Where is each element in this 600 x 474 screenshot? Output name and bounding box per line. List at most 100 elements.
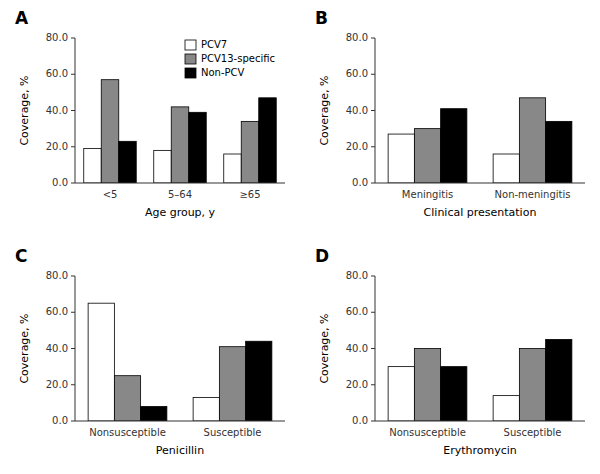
y-tick bbox=[371, 312, 375, 313]
legend-swatch bbox=[185, 54, 196, 64]
bars bbox=[84, 80, 277, 183]
y-axis-label: Coverage, % bbox=[318, 313, 331, 383]
legend-label: PCV7 bbox=[201, 39, 227, 50]
legend: PCV7 PCV13-specific Non-PCV bbox=[185, 39, 275, 78]
y-axis-label: Coverage, % bbox=[18, 313, 31, 383]
y-axis bbox=[75, 276, 76, 421]
y-tick-label: 20.0 bbox=[346, 141, 368, 152]
y-axis bbox=[75, 38, 76, 183]
y-tick-label: 40.0 bbox=[46, 343, 68, 354]
y-tick-label: 0.0 bbox=[52, 415, 68, 426]
y-tick-label: 20.0 bbox=[346, 379, 368, 390]
bars bbox=[88, 303, 272, 421]
bar bbox=[493, 154, 519, 183]
y-tick-label: 40.0 bbox=[346, 105, 368, 116]
y-tick-label: 0.0 bbox=[352, 177, 368, 188]
x-tick-label: <5 bbox=[103, 189, 118, 200]
y-tick bbox=[371, 276, 375, 277]
bar bbox=[519, 98, 545, 183]
bar bbox=[519, 349, 545, 422]
bar bbox=[189, 112, 207, 183]
y-tick bbox=[371, 110, 375, 111]
y-tick bbox=[371, 421, 375, 422]
bar bbox=[154, 150, 172, 183]
legend-swatch bbox=[185, 68, 196, 78]
y-tick bbox=[371, 183, 375, 184]
y-tick bbox=[371, 348, 375, 349]
bars bbox=[388, 98, 572, 183]
y-tick bbox=[371, 74, 375, 75]
x-axis-label: Penicillin bbox=[156, 444, 204, 457]
bar bbox=[171, 107, 189, 183]
bar bbox=[441, 367, 467, 421]
x-tick-label: Meningitis bbox=[402, 189, 453, 200]
y-tick-label: 0.0 bbox=[352, 415, 368, 426]
x-axis-label: Clinical presentation bbox=[424, 206, 537, 219]
y-axis bbox=[375, 276, 376, 421]
y-axis-label: Coverage, % bbox=[318, 75, 331, 145]
y-tick bbox=[71, 421, 75, 422]
y-tick bbox=[71, 276, 75, 277]
x-tick-label: Susceptible bbox=[204, 427, 262, 438]
y-tick-label: 40.0 bbox=[46, 105, 68, 116]
y-tick-label: 0.0 bbox=[52, 177, 68, 188]
bar bbox=[441, 109, 467, 183]
bar bbox=[414, 129, 440, 183]
bar bbox=[241, 121, 259, 183]
legend-label: PCV13-specific bbox=[201, 53, 275, 64]
bar bbox=[219, 347, 245, 421]
x-axis bbox=[75, 421, 285, 422]
x-axis bbox=[375, 183, 585, 184]
y-tick bbox=[71, 348, 75, 349]
y-tick-label: 80.0 bbox=[46, 270, 68, 281]
bar bbox=[493, 396, 519, 421]
y-tick bbox=[71, 74, 75, 75]
y-tick bbox=[371, 146, 375, 147]
legend-label: Non-PCV bbox=[201, 67, 245, 78]
bar bbox=[101, 80, 119, 183]
bar bbox=[119, 141, 137, 183]
bar bbox=[88, 303, 114, 421]
x-tick-label: Nonsusceptible bbox=[89, 427, 166, 438]
panel-title: C bbox=[15, 246, 27, 266]
x-axis-label: Erythromycin bbox=[443, 444, 517, 457]
bars bbox=[388, 339, 572, 421]
y-tick-label: 60.0 bbox=[46, 306, 68, 317]
x-tick-label: ≥65 bbox=[239, 189, 260, 200]
y-tick bbox=[371, 384, 375, 385]
figure: A0.020.040.060.080.0<55–64≥65Age group, … bbox=[0, 0, 600, 474]
y-tick-label: 40.0 bbox=[346, 343, 368, 354]
y-axis-label: Coverage, % bbox=[18, 75, 31, 145]
x-axis-label: Age group, y bbox=[145, 206, 216, 219]
x-tick-label: Nonsusceptible bbox=[389, 427, 466, 438]
bar bbox=[224, 154, 242, 183]
x-tick-label: Susceptible bbox=[504, 427, 562, 438]
panel: D0.020.040.060.080.0NonsusceptibleSuscep… bbox=[315, 246, 585, 457]
bar bbox=[546, 339, 572, 421]
y-tick bbox=[71, 110, 75, 111]
x-axis bbox=[375, 421, 585, 422]
y-tick-label: 20.0 bbox=[46, 141, 68, 152]
y-tick-label: 60.0 bbox=[346, 306, 368, 317]
panel: A0.020.040.060.080.0<55–64≥65Age group, … bbox=[15, 8, 285, 219]
bar bbox=[246, 341, 272, 421]
panel: B0.020.040.060.080.0MeningitisNon-mening… bbox=[315, 8, 585, 219]
y-tick-label: 80.0 bbox=[346, 32, 368, 43]
x-tick-label: Non-meningitis bbox=[495, 189, 571, 200]
bar bbox=[546, 121, 572, 183]
legend-swatch bbox=[185, 40, 196, 50]
y-tick bbox=[371, 38, 375, 39]
y-tick-label: 20.0 bbox=[46, 379, 68, 390]
panel-title: D bbox=[315, 246, 329, 266]
panel: C 0.0 20.0 40.0 60.0 80.0 Nonsusceptible Suscep… bbox=[15, 246, 285, 457]
y-tick bbox=[71, 38, 75, 39]
bar bbox=[414, 349, 440, 422]
bar bbox=[193, 397, 219, 421]
y-tick bbox=[71, 146, 75, 147]
bar bbox=[114, 376, 140, 421]
x-tick-label: 5–64 bbox=[168, 189, 192, 200]
x-axis bbox=[75, 183, 285, 184]
bar bbox=[388, 367, 414, 421]
y-tick-label: 60.0 bbox=[46, 68, 68, 79]
y-tick bbox=[71, 384, 75, 385]
